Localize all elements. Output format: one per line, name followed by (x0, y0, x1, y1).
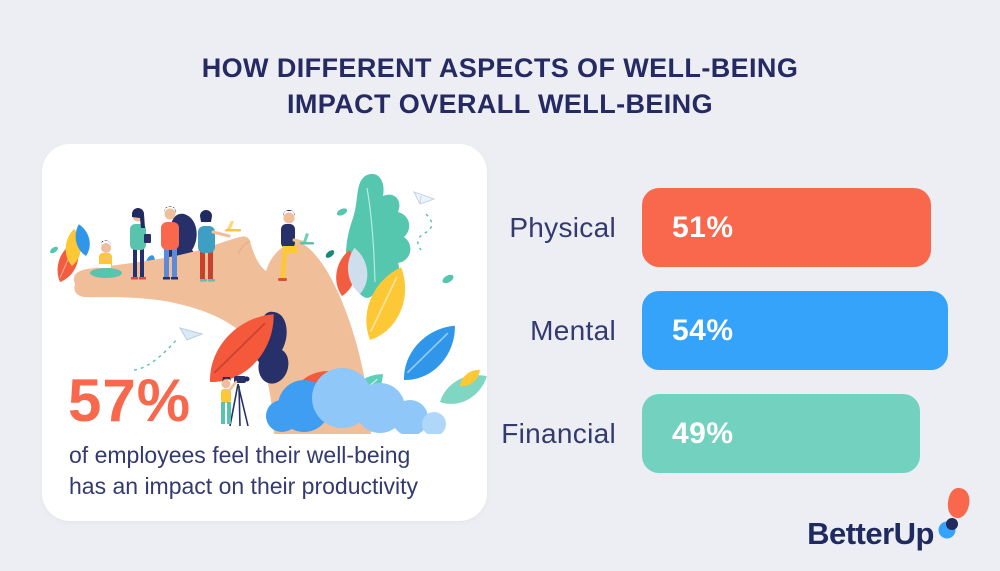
person-photographer (221, 376, 250, 427)
person-man-orange (161, 206, 179, 280)
leaf-fan (325, 208, 487, 404)
betterup-balloon-icon (938, 488, 970, 539)
stat-caption-line2: has an impact on their productivity (69, 473, 419, 499)
bar-mental: 54% (642, 291, 948, 370)
stat-percent: 57% (68, 367, 192, 434)
person-sitting-fingertip (278, 210, 314, 281)
balloon-orange-shape (947, 488, 970, 518)
page-title-line2: IMPACT OVERALL WELL-BEING (287, 89, 713, 119)
stat-caption-line1: of employees feel their well-being (69, 442, 411, 468)
bar-value-label: 54% (672, 313, 734, 347)
stat-card: 57% of employees feel their well-being h… (42, 144, 487, 521)
page-title-line1: HOW DIFFERENT ASPECTS OF WELL-BEING (201, 53, 799, 83)
clouds (266, 368, 446, 434)
page-title: HOW DIFFERENT ASPECTS OF WELL-BEING IMPA… (0, 50, 1000, 122)
betterup-logo-text: BetterUp (807, 516, 934, 551)
stat-caption: of employees feel their well-being has a… (69, 440, 469, 502)
bar-row-physical: Physical 51% (474, 188, 964, 267)
person-man-laptop-knuckle (198, 210, 241, 282)
bar-chart: Physical 51% Mental 54% Financial 49% (474, 188, 964, 497)
paper-plane-left-icon (133, 327, 204, 371)
balloon-navy-dot (946, 518, 958, 530)
bar-value-label: 51% (672, 210, 734, 244)
bar-physical: 51% (642, 188, 931, 267)
bar-financial: 49% (642, 394, 920, 473)
bar-row-financial: Financial 49% (474, 394, 964, 473)
bar-label: Physical (509, 211, 616, 243)
hand-people-illustration (50, 173, 487, 434)
bar-label: Mental (530, 314, 616, 346)
bar-label: Financial (501, 417, 616, 449)
bar-value-label: 49% (672, 416, 734, 450)
person-woman-tablet (130, 208, 151, 280)
bar-row-mental: Mental 54% (474, 291, 964, 370)
betterup-logo: BetterUp (807, 487, 972, 551)
person-sitting-laptop (90, 240, 122, 278)
paper-plane-top-icon (413, 191, 436, 251)
